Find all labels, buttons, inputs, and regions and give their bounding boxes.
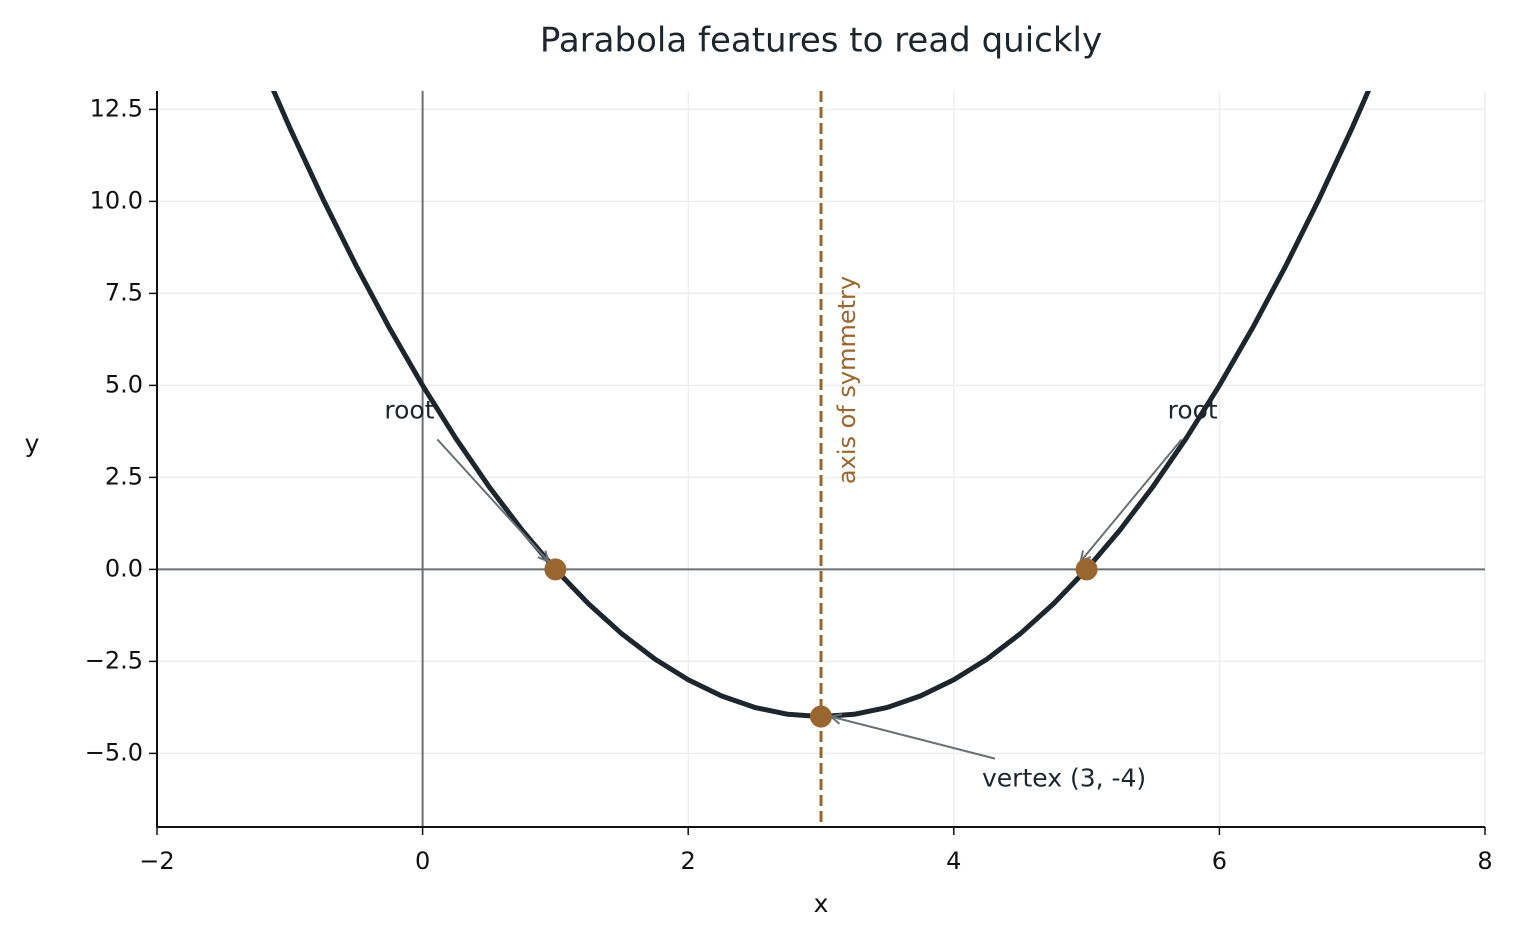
symmetry-label: axis of symmetry (833, 276, 861, 484)
x-tick-label: −2 (139, 847, 174, 875)
annotation-label: root (384, 395, 434, 424)
y-tick-label: 5.0 (105, 370, 143, 398)
annotation-arrow (436, 438, 548, 561)
annotation-arrow (831, 717, 996, 760)
key-point (544, 558, 567, 581)
x-tick-label: 4 (946, 847, 961, 875)
annotation-label: vertex (3, -4) (982, 764, 1146, 793)
x-tick-label: 6 (1212, 847, 1227, 875)
y-tick-label: −2.5 (85, 646, 143, 674)
y-tick-label: 10.0 (90, 186, 143, 214)
x-axis-label: x (814, 889, 829, 918)
x-tick-label: 2 (681, 847, 696, 875)
y-tick-label: 0.0 (105, 554, 143, 582)
x-tick-label: 0 (415, 847, 430, 875)
y-axis-label: y (25, 429, 40, 458)
key-point (810, 705, 832, 728)
annotation-label: root (1168, 395, 1218, 424)
key-point (1075, 558, 1098, 581)
plot-area (157, 91, 1485, 827)
x-tick-label: 8 (1477, 847, 1492, 875)
axes: −5.0 −2.5 0.0 2.5 5.0 7.5 10.0 12.5 −2 0 2 4 6 8 axis … (85, 91, 1493, 875)
y-tick-label: −5.0 (85, 738, 143, 766)
y-tick-label: 12.5 (90, 94, 143, 122)
y-tick-label: 2.5 (105, 462, 143, 490)
annotation-arrow (1081, 438, 1183, 561)
y-tick-label: 7.5 (105, 278, 143, 306)
chart-title: Parabola features to read quickly (540, 21, 1102, 61)
